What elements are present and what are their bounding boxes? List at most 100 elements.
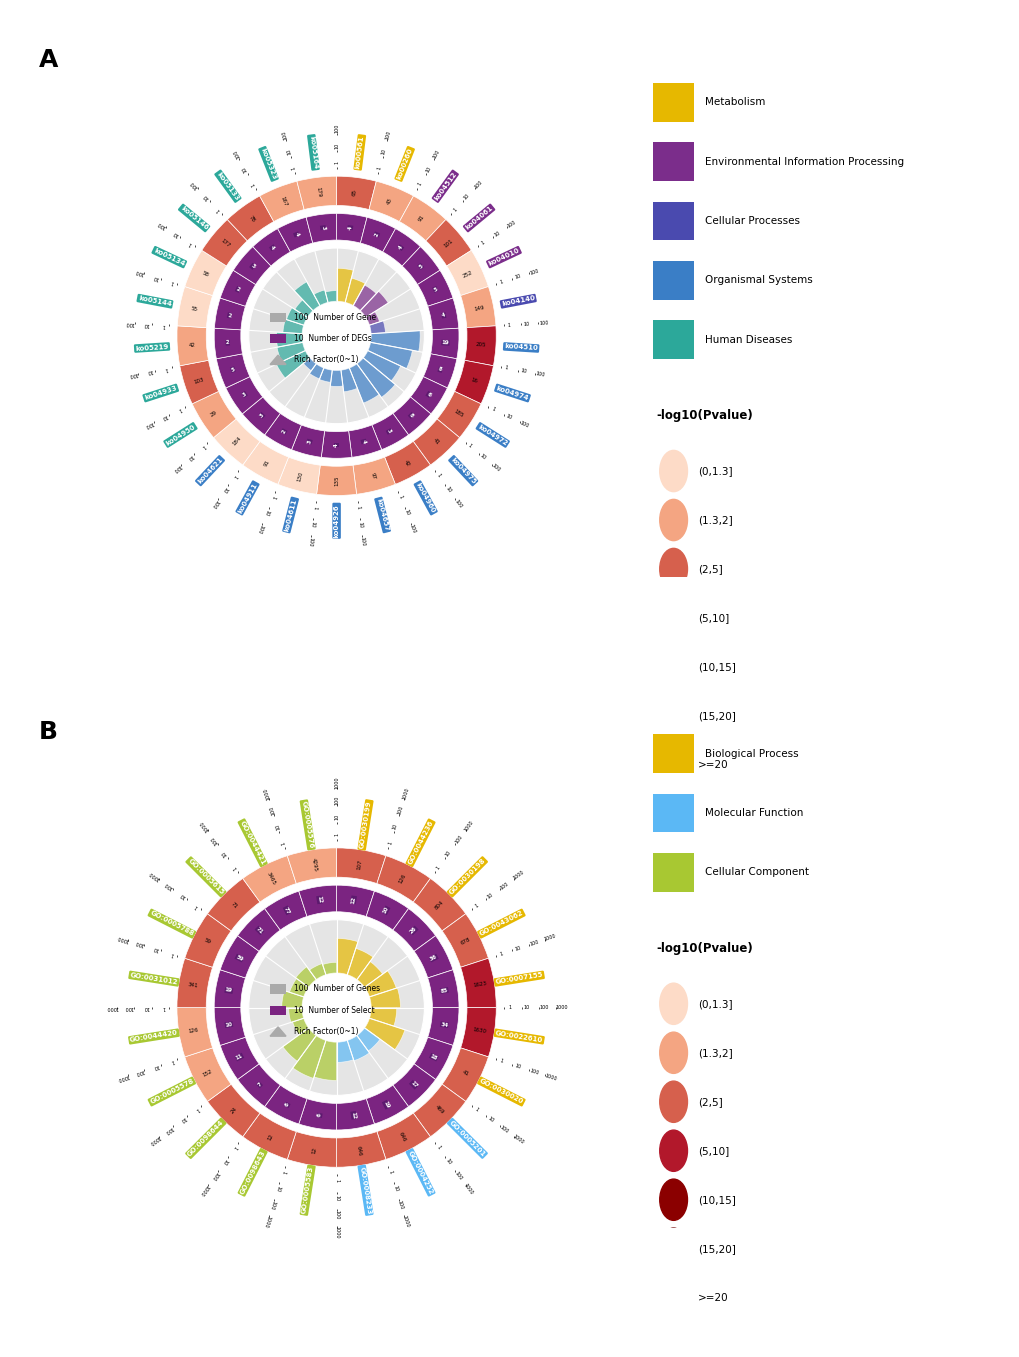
- Text: Molecular Function: Molecular Function: [704, 807, 802, 818]
- Text: A: A: [39, 49, 58, 72]
- Wedge shape: [243, 396, 280, 434]
- Text: 42: 42: [403, 459, 410, 467]
- Wedge shape: [288, 1007, 304, 1022]
- Text: 126: 126: [397, 873, 407, 885]
- Text: 1: 1: [435, 1145, 441, 1151]
- Text: 6: 6: [317, 1113, 322, 1118]
- Text: 103: 103: [193, 377, 204, 384]
- Text: 77: 77: [283, 905, 290, 915]
- Text: 10: 10: [144, 322, 150, 327]
- Wedge shape: [202, 220, 247, 266]
- Wedge shape: [184, 250, 226, 296]
- Text: GO:0030199: GO:0030199: [359, 801, 372, 849]
- Text: 1000: 1000: [401, 1215, 410, 1228]
- Text: 100: 100: [307, 537, 314, 547]
- Wedge shape: [414, 935, 452, 978]
- Text: 2: 2: [280, 429, 287, 434]
- Text: GO:0098644: GO:0098644: [186, 1120, 225, 1158]
- Bar: [270, 312, 285, 322]
- Circle shape: [659, 1082, 687, 1122]
- Wedge shape: [277, 457, 320, 494]
- Wedge shape: [220, 1037, 259, 1080]
- Wedge shape: [346, 949, 373, 980]
- Text: (1.3,2]: (1.3,2]: [697, 1048, 732, 1057]
- Text: 41: 41: [462, 1069, 470, 1077]
- Wedge shape: [299, 885, 336, 916]
- Text: 18: 18: [429, 1053, 438, 1061]
- Text: 10: 10: [520, 369, 527, 375]
- Wedge shape: [176, 326, 208, 366]
- Wedge shape: [413, 419, 460, 465]
- Text: 100: 100: [144, 419, 154, 429]
- Text: ko04950: ko04950: [164, 423, 196, 446]
- Text: 1: 1: [507, 323, 511, 327]
- Text: ko04140: ko04140: [500, 294, 535, 307]
- Text: 34: 34: [440, 1022, 448, 1027]
- Text: 101: 101: [442, 237, 453, 248]
- Wedge shape: [287, 848, 336, 883]
- Wedge shape: [179, 361, 218, 404]
- Text: 10: 10: [221, 1158, 228, 1166]
- Text: 10: 10: [391, 822, 398, 830]
- Text: ko04061: ko04061: [464, 205, 493, 231]
- Text: 19: 19: [382, 1101, 389, 1109]
- Wedge shape: [366, 312, 379, 326]
- Text: 469: 469: [433, 1105, 444, 1115]
- Circle shape: [259, 931, 414, 1084]
- Bar: [270, 1006, 285, 1015]
- Wedge shape: [441, 1048, 488, 1102]
- Text: ko05219: ko05219: [135, 343, 169, 351]
- Wedge shape: [214, 1007, 246, 1045]
- Text: Rich Factor(0~1): Rich Factor(0~1): [293, 1027, 358, 1035]
- Text: 100: 100: [334, 123, 338, 133]
- Wedge shape: [282, 1027, 316, 1061]
- Text: 1: 1: [250, 182, 256, 187]
- Wedge shape: [348, 364, 379, 403]
- Wedge shape: [233, 247, 271, 285]
- Text: 10: 10: [224, 1022, 232, 1027]
- FancyBboxPatch shape: [652, 320, 694, 358]
- Text: ko05323: ko05323: [259, 148, 277, 180]
- Text: 2: 2: [225, 341, 229, 345]
- Text: 1: 1: [397, 494, 403, 499]
- Circle shape: [280, 951, 392, 1064]
- Text: 100: 100: [384, 130, 391, 140]
- Wedge shape: [392, 909, 435, 951]
- Wedge shape: [286, 308, 307, 326]
- Wedge shape: [292, 1035, 326, 1079]
- Text: 4: 4: [293, 232, 300, 237]
- Text: 10  Number of Select: 10 Number of Select: [293, 1006, 374, 1015]
- Wedge shape: [369, 1007, 396, 1026]
- Text: 59: 59: [203, 938, 211, 946]
- Text: 85: 85: [440, 988, 448, 993]
- Wedge shape: [366, 892, 409, 930]
- Text: 100: 100: [210, 835, 219, 845]
- Circle shape: [259, 259, 414, 413]
- Wedge shape: [176, 958, 212, 1007]
- Wedge shape: [357, 962, 382, 988]
- Text: 100: 100: [163, 881, 174, 890]
- Text: 100: 100: [334, 1210, 338, 1220]
- Text: Biological Process: Biological Process: [704, 749, 798, 759]
- Text: 4: 4: [397, 244, 404, 251]
- Wedge shape: [377, 1113, 430, 1159]
- Wedge shape: [192, 391, 236, 437]
- Wedge shape: [264, 892, 307, 930]
- Wedge shape: [277, 217, 313, 252]
- Wedge shape: [260, 182, 304, 221]
- Wedge shape: [303, 358, 316, 370]
- Text: 100: 100: [190, 179, 200, 190]
- Text: 10: 10: [493, 231, 500, 237]
- Text: GO:0031012: GO:0031012: [129, 972, 178, 985]
- Text: 1000: 1000: [543, 1073, 556, 1082]
- Text: 10: 10: [463, 193, 471, 201]
- Wedge shape: [357, 358, 394, 398]
- Text: 10: 10: [285, 148, 292, 155]
- Circle shape: [659, 597, 687, 639]
- Text: 8: 8: [408, 413, 414, 418]
- Text: Organismal Systems: Organismal Systems: [704, 275, 812, 285]
- Text: 12: 12: [311, 1147, 317, 1155]
- Bar: [270, 334, 285, 343]
- Wedge shape: [314, 1041, 336, 1080]
- Text: 100: 100: [498, 1125, 510, 1134]
